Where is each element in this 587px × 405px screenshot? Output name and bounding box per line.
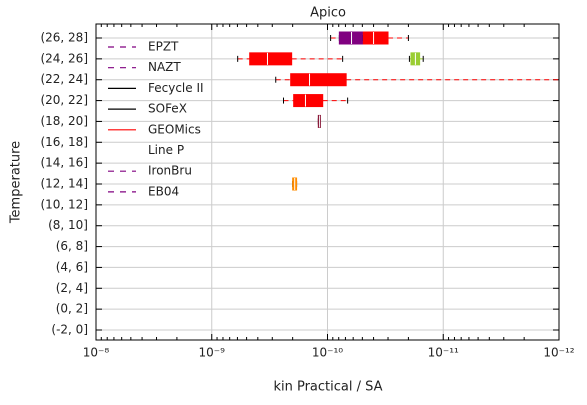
legend-label: IronBru [148, 164, 192, 178]
y-tick-label: (26, 28] [40, 31, 88, 45]
legend-label: EPZT [148, 40, 179, 54]
x-tick-label: 10⁻⁹ [199, 346, 226, 360]
y-tick-label: (0, 2] [56, 302, 88, 316]
x-axis-label: kin Practical / SA [273, 380, 382, 395]
y-tick-label: (10, 12] [40, 197, 88, 211]
box [290, 73, 347, 87]
legend-label: Line P [148, 143, 184, 157]
y-tick-label: (6, 8] [56, 239, 88, 253]
y-axis-label: Temperature [9, 141, 24, 224]
plot-frame [95, 23, 560, 341]
legend-label: NAZT [148, 60, 181, 74]
x-tick-label: 10⁻¹² [543, 346, 574, 360]
x-tick-label: 10⁻⁸ [83, 346, 110, 360]
y-tick-label: (22, 24] [40, 72, 88, 86]
chart-title: Apico [310, 6, 346, 21]
y-tick-label: (24, 26] [40, 51, 88, 65]
y-tick-label: (18, 20] [40, 114, 88, 128]
y-tick-label: (20, 22] [40, 93, 88, 107]
legend-label: Fecycle II [148, 81, 204, 95]
y-tick-label: (16, 18] [40, 135, 88, 149]
y-tick-label: (2, 4] [56, 281, 88, 295]
box [293, 94, 324, 108]
y-tick-label: (12, 14] [40, 177, 88, 191]
legend-label: EB04 [148, 184, 179, 198]
y-tick-label: (8, 10] [48, 218, 88, 232]
box [249, 52, 293, 66]
legend-label: GEOMics [148, 122, 201, 136]
y-tick-label: (4, 6] [56, 260, 88, 274]
x-tick-label: 10⁻¹¹ [428, 346, 459, 360]
legend-label: SOFeX [148, 102, 187, 116]
x-tick-label: 10⁻¹⁰ [312, 346, 343, 360]
y-tick-label: (14, 16] [40, 156, 88, 170]
y-tick-label: (-2, 0] [51, 323, 88, 337]
box [338, 31, 363, 45]
